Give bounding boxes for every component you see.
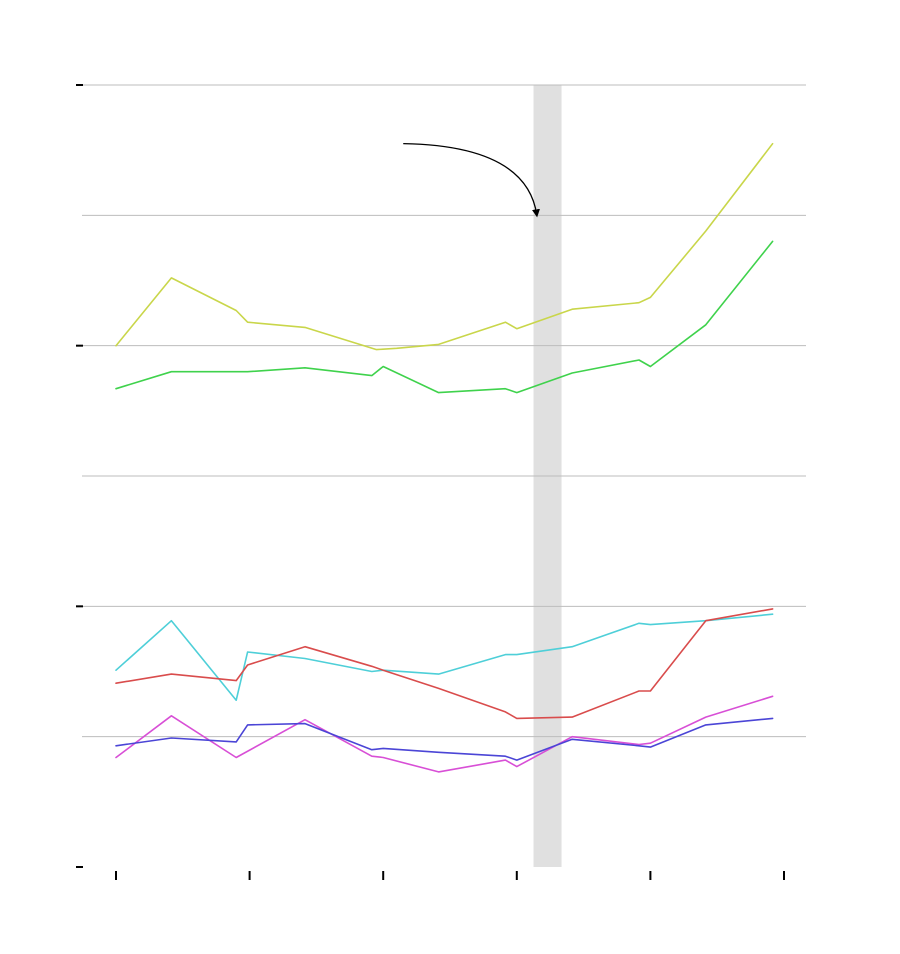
gridlines [82, 84, 806, 738]
series-line-4 [115, 608, 774, 720]
series-line-6 [115, 717, 774, 761]
axis-ticks [76, 84, 785, 880]
series-line-5 [115, 695, 774, 773]
series-lines [115, 142, 774, 773]
annotation [403, 143, 540, 218]
series-line-1 [115, 142, 774, 351]
annotation-arrow [403, 143, 540, 218]
series-line-3 [115, 613, 774, 702]
series-line-2 [115, 240, 774, 394]
